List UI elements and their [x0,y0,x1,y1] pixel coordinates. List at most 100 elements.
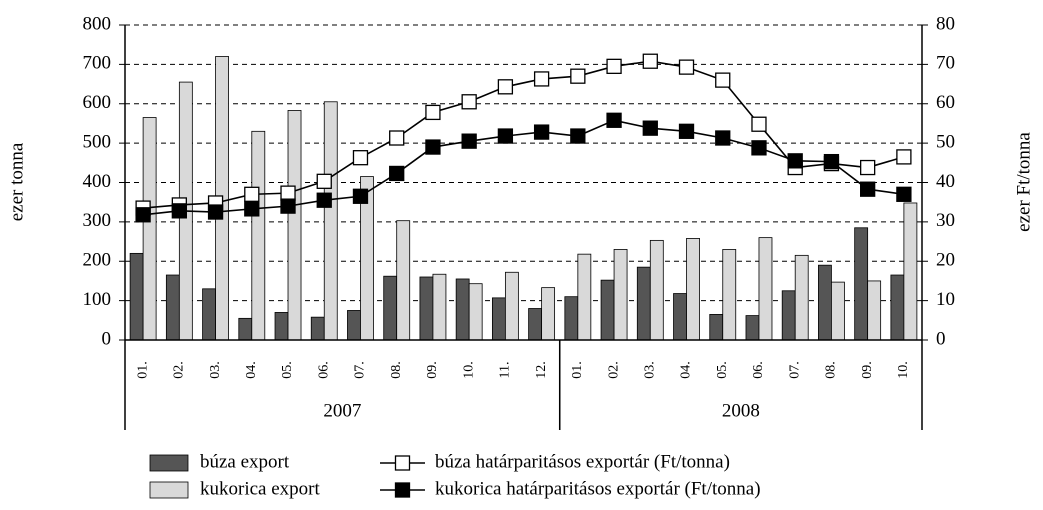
marker [425,139,441,155]
bar [903,202,918,341]
y-tick-label: 300 [83,210,112,231]
marker [389,130,405,146]
marker [570,68,586,84]
y2-tick-label: 20 [936,250,955,271]
marker [316,173,332,189]
x-tick-label: 07. [787,361,802,379]
bar [600,279,615,341]
bar [455,278,470,341]
bar [722,249,737,341]
group-label: 2007 [323,400,361,421]
x-tick-label: 06. [316,361,331,379]
legend-marker [394,455,411,471]
y-tick-label: 700 [83,53,112,74]
marker [896,186,912,202]
x-tick-label: 01. [135,361,150,379]
x-tick-label: 02. [172,361,187,379]
bar [383,275,398,341]
marker [823,153,840,170]
marker [461,94,477,110]
bar [781,290,796,341]
bar [142,117,157,341]
x-tick-label: 12. [534,361,549,379]
bar [491,297,506,341]
x-tick-label: 01. [570,361,585,379]
x-tick-label: 09. [860,361,875,379]
bar [577,253,592,341]
y-tick-label: 600 [83,92,112,113]
bar [745,315,760,341]
legend-swatch [149,454,189,472]
marker [860,181,876,197]
y-axis-label: ezer tonna [6,142,27,221]
marker [896,149,912,165]
legend-label: búza export [200,451,290,472]
line [143,119,904,216]
marker [606,112,622,128]
bar [541,287,556,341]
bar [129,252,144,341]
y-tick-label: 0 [102,328,112,349]
marker [280,198,296,214]
marker [135,207,151,223]
bar [274,312,289,341]
x-tick-label: 06. [751,361,766,379]
bar [310,316,325,341]
marker [751,140,767,156]
marker [570,128,586,144]
bar [202,288,216,341]
bar [347,310,361,341]
marker [316,192,332,208]
marker [352,150,369,166]
legend-label: búza határparitásos exportár (Ft/tonna) [435,451,730,472]
bar [854,227,869,341]
bar [686,238,700,341]
marker [860,159,876,176]
bar [709,314,724,341]
x-tick-label: 08. [389,361,404,379]
x-tick-label: 09. [425,361,440,379]
bar [890,274,905,341]
marker [352,188,369,204]
bar [649,239,664,341]
y-tick-label: 500 [83,131,112,152]
bar [794,254,809,341]
marker [533,124,550,140]
bar [758,237,773,341]
bar [528,308,543,341]
marker [606,58,622,74]
x-tick-label: 05. [715,361,730,379]
marker [497,128,514,144]
marker [425,104,441,121]
y2-tick-label: 0 [936,328,946,349]
marker [389,165,405,182]
bar [818,264,832,341]
bar [468,283,483,341]
y-tick-label: 800 [83,13,112,34]
bar [287,110,302,341]
x-tick-label: 04. [244,361,259,379]
bar [831,281,845,341]
marker [533,71,550,87]
x-tick-label: 07. [353,361,368,379]
marker [171,203,187,219]
group-label: 2008 [722,400,760,421]
marker [678,123,695,139]
marker [244,186,260,202]
x-tick-label: 08. [824,361,839,379]
y-tick-label: 100 [83,289,112,310]
bar [396,220,411,341]
x-tick-label: 02. [606,361,621,379]
bar [432,273,447,341]
marker [787,153,803,169]
line [143,60,905,209]
marker [678,59,695,75]
x-tick-label: 10. [461,361,476,379]
y-tick-label: 200 [83,250,112,271]
marker [207,204,224,220]
y2-tick-label: 30 [936,210,955,231]
marker [715,72,731,88]
y2-axis-label: ezer Ft/tonna [1013,132,1034,232]
y2-tick-label: 10 [936,289,955,310]
marker [461,133,477,149]
